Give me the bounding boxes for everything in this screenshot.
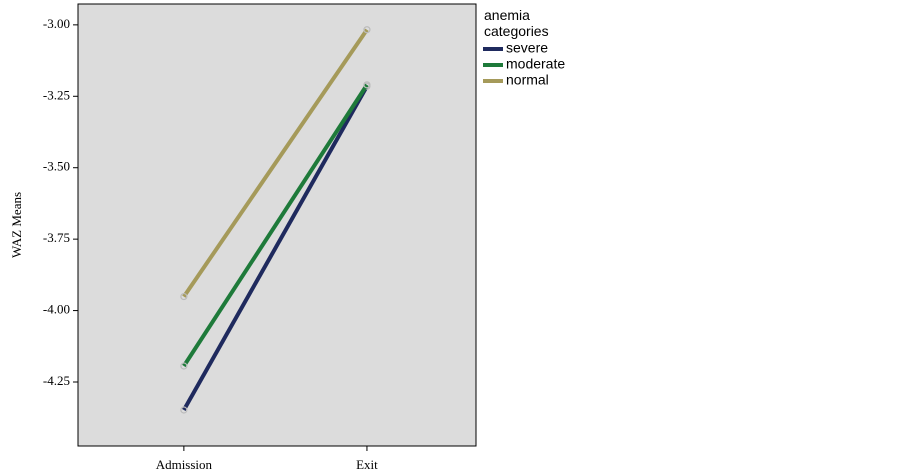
data-point — [363, 26, 371, 34]
y-tick-label: -3.00 — [43, 16, 70, 31]
legend-entry: severe — [483, 40, 548, 56]
legend-entry: normal — [483, 72, 549, 88]
y-tick-label: -3.25 — [43, 87, 70, 102]
x-tick-label: Exit — [356, 457, 378, 472]
data-point — [363, 81, 371, 89]
legend-entry: moderate — [483, 56, 565, 72]
x-tick-label: Admission — [156, 457, 213, 472]
data-point — [180, 292, 188, 301]
series-line — [182, 28, 369, 298]
y-tick-label: -3.50 — [43, 159, 70, 174]
legend-title: anemia categories — [484, 7, 549, 39]
legend-label: severe — [506, 40, 548, 56]
y-tick-label: -4.25 — [43, 373, 70, 388]
data-point — [180, 362, 188, 370]
y-axis-label: WAZ Means — [9, 192, 24, 258]
series-line — [182, 85, 369, 411]
series-line — [182, 83, 369, 368]
legend-label: normal — [506, 72, 549, 88]
y-tick-label: -3.75 — [43, 230, 70, 245]
data-point — [180, 406, 188, 414]
legend-label: moderate — [506, 56, 565, 72]
y-tick-label: -4.00 — [43, 302, 70, 317]
